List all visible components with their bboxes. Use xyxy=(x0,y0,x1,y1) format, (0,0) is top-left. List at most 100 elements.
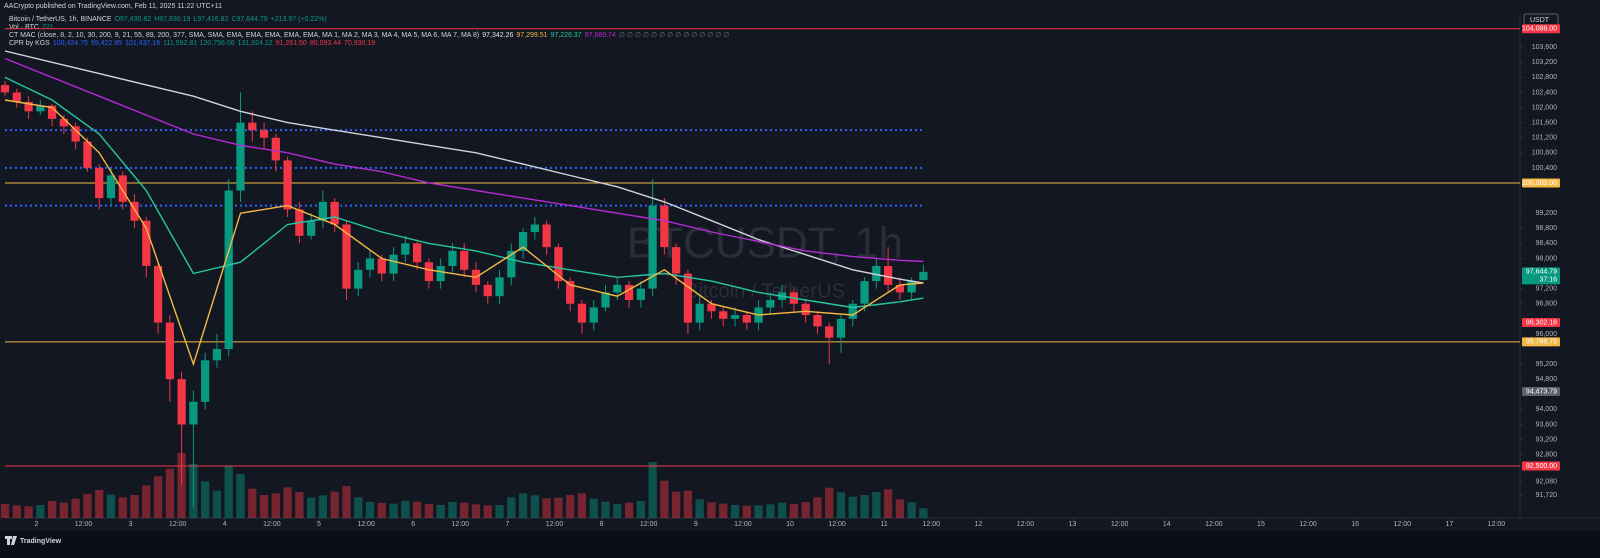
volume-bar xyxy=(813,497,822,518)
volume-bar xyxy=(354,497,363,518)
publisher: AACrypto published on TradingView.com, F… xyxy=(4,3,222,10)
volume-bar xyxy=(365,502,375,518)
volume-bar xyxy=(436,505,445,518)
candle-body xyxy=(554,247,563,282)
y-tick-label: 96,000 xyxy=(1536,331,1558,338)
volume-bar xyxy=(177,453,186,518)
y-tick-label: 98,800 xyxy=(1536,225,1558,232)
candle-body xyxy=(883,266,893,285)
moving-average xyxy=(4,76,924,309)
price-tag-label: 94,473.79 xyxy=(1526,388,1557,395)
candle-body xyxy=(530,224,539,233)
volume-bar xyxy=(801,502,810,518)
y-tick-label: 103,200 xyxy=(1532,59,1557,66)
x-tick-label: 7 xyxy=(505,521,509,528)
price-tag xyxy=(1522,461,1560,471)
y-tick-label: 96,800 xyxy=(1536,301,1558,308)
volume-bar xyxy=(530,495,539,518)
candle-body xyxy=(495,277,504,297)
volume-bar xyxy=(495,505,504,518)
candle-body xyxy=(389,254,398,274)
candle-body xyxy=(130,201,139,221)
volume-bar xyxy=(507,497,516,518)
volume-bar xyxy=(36,505,45,518)
volume-bar xyxy=(919,508,928,518)
candle-body xyxy=(307,220,316,236)
candle-body xyxy=(836,318,846,338)
candle-body xyxy=(106,175,116,199)
volume-bar xyxy=(589,498,598,518)
candle-body xyxy=(577,303,587,323)
candle-body xyxy=(189,401,198,425)
volume-bar xyxy=(448,502,457,518)
volume-bar xyxy=(789,504,799,518)
candle-body xyxy=(872,266,881,282)
volume-bar xyxy=(554,497,563,518)
y-tick-label: 94,000 xyxy=(1536,406,1558,413)
volume-bar xyxy=(377,503,386,518)
x-tick-label: 8 xyxy=(600,521,604,528)
volume-bar xyxy=(424,504,434,518)
candle-body xyxy=(589,307,598,323)
candle-body xyxy=(825,326,834,338)
volume-bar xyxy=(283,487,292,518)
y-tick-label: 102,000 xyxy=(1532,104,1557,111)
candle-body xyxy=(248,122,257,131)
volume-bar xyxy=(224,465,233,518)
y-tick-label: 100,400 xyxy=(1532,165,1557,172)
candle-body xyxy=(672,247,681,274)
y-tick-label: 102,400 xyxy=(1532,89,1557,96)
volume-bar xyxy=(59,502,68,518)
x-tick-label: 12:00 xyxy=(1393,521,1411,528)
x-tick-label: 12:00 xyxy=(263,521,281,528)
candle-body xyxy=(24,101,33,112)
indicator-value: 99,422.85 xyxy=(91,40,122,47)
candle-body xyxy=(860,281,869,304)
volume-bar xyxy=(401,500,410,518)
volume-bar xyxy=(648,462,657,518)
price-tag-label: 92,500.00 xyxy=(1526,463,1557,470)
indicator-value: 100,424.75 xyxy=(53,40,88,47)
price-tag-label: 95,788.79 xyxy=(1526,339,1557,346)
price-tag xyxy=(1522,178,1560,188)
currency[interactable]: USDT xyxy=(1530,17,1550,24)
candle-body xyxy=(730,315,740,319)
volume-bar xyxy=(295,492,304,518)
indicator-value: 97,342.26 xyxy=(482,32,513,39)
candle-body xyxy=(259,130,269,138)
volume-bar xyxy=(742,505,751,518)
volume-bar xyxy=(471,504,481,518)
price-tag-label: 97,644.79 xyxy=(1526,269,1557,276)
brand: TradingView xyxy=(20,538,62,545)
moving-average xyxy=(4,99,924,367)
candle-body xyxy=(542,224,551,248)
candle-body xyxy=(648,205,657,289)
candle-body xyxy=(719,311,728,319)
volume-bar xyxy=(307,497,316,518)
volume-bar xyxy=(142,485,151,518)
candle-body xyxy=(59,118,68,127)
candle-body xyxy=(601,292,610,308)
volume-bar xyxy=(730,505,740,518)
x-tick-label: 12:00 xyxy=(546,521,564,528)
volume-bar xyxy=(165,468,174,518)
x-tick-label: 12:00 xyxy=(923,521,941,528)
candle-body xyxy=(742,315,751,323)
candle-body xyxy=(613,284,622,293)
candle-body xyxy=(636,288,645,300)
ohlc-value: +213.97 (+0.22%) xyxy=(271,16,327,23)
y-tick-label: 93,200 xyxy=(1536,436,1558,443)
volume-bar xyxy=(412,501,422,518)
x-tick-label: 12:00 xyxy=(1017,521,1035,528)
indicator-name: CPR by KGS xyxy=(9,40,50,47)
candle-body xyxy=(483,284,492,297)
candle-body xyxy=(236,122,245,191)
volume-bar xyxy=(636,501,645,518)
candle-body xyxy=(518,232,528,251)
indicator-value: 97,226.37 xyxy=(551,32,582,39)
volume-bar xyxy=(566,495,575,518)
indicator-value: ∅ ∅ ∅ ∅ ∅ ∅ ∅ ∅ ∅ ∅ ∅ ∅ ∅ ∅ xyxy=(619,32,730,39)
volume-bar xyxy=(24,506,33,518)
volume-bar xyxy=(71,498,80,518)
